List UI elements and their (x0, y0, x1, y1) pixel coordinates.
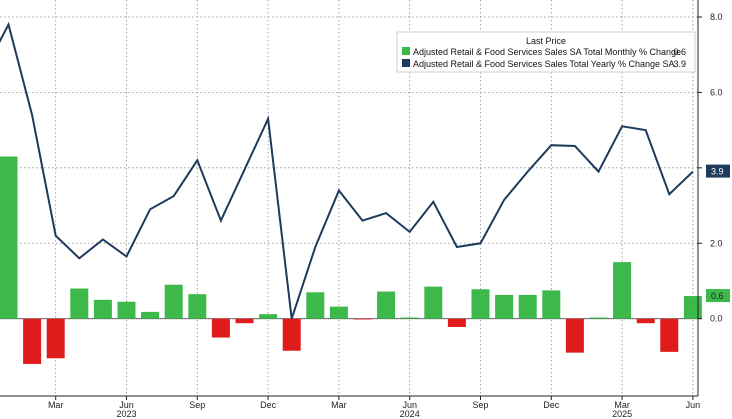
monthly-change-bar (353, 318, 372, 320)
monthly-change-bar (306, 292, 325, 319)
year-label: 2025 (612, 409, 632, 419)
legend-value-yearly: 3.9 (673, 59, 686, 69)
monthly-change-bar (188, 294, 207, 319)
year-label: 2024 (400, 409, 420, 419)
monthly-change-bar (613, 262, 632, 319)
monthly-change-bar (211, 318, 230, 338)
monthly-change-bar (636, 318, 655, 324)
monthly-change-bar (542, 290, 561, 319)
monthly-change-bar (0, 156, 18, 319)
monthly-change-bar (329, 306, 348, 319)
x-tick-label: Jun (402, 400, 417, 410)
monthly-change-bar (377, 291, 396, 319)
tag-layer: 3.9 0.6 (706, 164, 730, 303)
monthly-change-bar (235, 318, 254, 324)
monthly-change-bar (164, 284, 183, 319)
monthly-change-bar (447, 318, 466, 327)
monthly-change-bar (424, 286, 443, 319)
x-tick-label: Jun (686, 400, 701, 410)
legend-swatch-yearly (402, 59, 410, 67)
monthly-change-bar (589, 317, 608, 319)
y-tick-label: 6.0 (710, 87, 723, 97)
x-tick-label: Mar (48, 400, 64, 410)
legend-label-yearly: Adjusted Retail & Food Services Sales To… (413, 59, 674, 69)
monthly-change-bar (23, 318, 42, 364)
legend-box (396, 31, 696, 73)
x-tick-label: Dec (260, 400, 277, 410)
x-tick-label: Sep (472, 400, 488, 410)
yearly-last-tag-label: 3.9 (711, 167, 724, 177)
monthly-last-tag (706, 289, 730, 303)
yearly-change-line (0, 21, 694, 320)
line-layer (0, 21, 694, 320)
x-tick-label: Dec (543, 400, 560, 410)
monthly-change-bar (70, 288, 89, 319)
monthly-change-bar (259, 314, 278, 319)
monthly-change-bar (565, 318, 584, 353)
monthly-change-bar (93, 299, 112, 319)
monthly-change-bar (518, 294, 537, 319)
yearly-last-tag (706, 164, 730, 178)
monthly-change-bar (141, 311, 160, 319)
legend: Last Price Adjusted Retail & Food Servic… (396, 31, 696, 73)
monthly-change-bar (660, 318, 679, 352)
monthly-change-bar (683, 296, 702, 319)
monthly-change-bar (471, 289, 490, 319)
monthly-change-bar (282, 318, 301, 351)
x-tick-label: Mar (614, 400, 630, 410)
monthly-last-tag-label: 0.6 (711, 291, 724, 301)
bar-layer (0, 156, 702, 364)
y-tick-label: 8.0 (710, 12, 723, 22)
x-tick-label: Sep (189, 400, 205, 410)
y-tick-label: 2.0 (710, 238, 723, 248)
legend-label-monthly: Adjusted Retail & Food Services Sales SA… (413, 47, 681, 57)
monthly-change-bar (495, 294, 514, 319)
y-tick-label: 0.0 (710, 314, 723, 324)
legend-swatch-monthly (402, 47, 410, 55)
x-tick-label: Jun (119, 400, 134, 410)
monthly-change-bar (117, 301, 136, 319)
x-tick-label: Mar (331, 400, 347, 410)
legend-value-monthly: 0.6 (673, 47, 686, 57)
year-label: 2023 (116, 409, 136, 419)
monthly-change-bar (400, 317, 419, 319)
legend-title: Last Price (526, 36, 566, 46)
monthly-change-bar (46, 318, 65, 359)
